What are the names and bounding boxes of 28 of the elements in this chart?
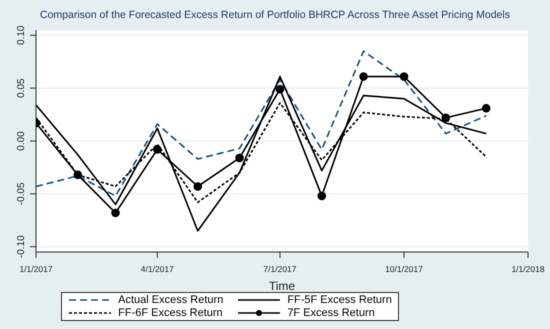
x-tick-label: 7/1/2017 bbox=[263, 264, 297, 274]
point bbox=[400, 72, 408, 81]
point bbox=[111, 208, 120, 218]
y-tick-label: 0.10 bbox=[16, 25, 27, 46]
y-tick-label: 0.00 bbox=[16, 130, 27, 151]
x-tick-label: 1/1/2018 bbox=[511, 264, 545, 274]
point bbox=[73, 170, 82, 180]
y-tick-label: 0.05 bbox=[16, 78, 27, 98]
x-tick-label: 1/1/2017 bbox=[19, 264, 53, 274]
point bbox=[482, 104, 491, 113]
point bbox=[235, 154, 244, 162]
point bbox=[276, 84, 284, 94]
point bbox=[317, 192, 326, 200]
legend-label: FF-6F Excess Return bbox=[118, 307, 223, 319]
point bbox=[441, 113, 450, 122]
x-axis-title: Time bbox=[268, 279, 296, 293]
line-series bbox=[36, 50, 488, 197]
legend-label: Actual Excess Return bbox=[118, 294, 224, 306]
legend-label: 7F Excess Return bbox=[287, 307, 375, 319]
x-tick-label: 10/1/2017 bbox=[385, 264, 424, 274]
legend-label: FF-5F Excess Return bbox=[287, 294, 392, 306]
chart-title: Comparison of the Forecasted Excess Return of Portfolio BHRCP Across Three Asset Pricing Models bbox=[39, 9, 511, 21]
x-tick-label: 4/1/2017 bbox=[140, 264, 174, 274]
y-tick-label: -0.10 bbox=[16, 234, 27, 258]
point bbox=[153, 145, 162, 154]
point bbox=[193, 182, 202, 191]
point bbox=[359, 72, 368, 81]
y-tick-label: -0.05 bbox=[16, 182, 27, 206]
